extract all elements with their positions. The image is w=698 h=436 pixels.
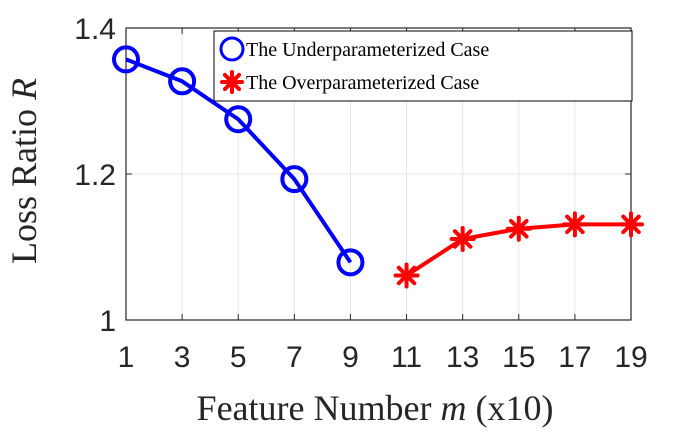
series-overparameterized xyxy=(393,211,644,289)
y-tick-label: 1.4 xyxy=(74,13,116,46)
x-tick-label: 5 xyxy=(230,341,247,374)
x-tick-label: 9 xyxy=(342,341,359,374)
x-axis-label: Feature Number m (x10) xyxy=(197,388,554,428)
series-line xyxy=(125,57,353,264)
legend-circle-marker-icon xyxy=(219,36,245,62)
data-point-asterisk xyxy=(449,225,476,252)
data-point-circle xyxy=(112,45,140,74)
legend-label-underparameterized: The Underparameterized Case xyxy=(246,39,489,61)
asterisk-stroke xyxy=(565,214,585,235)
data-point-circle xyxy=(168,67,197,96)
data-point-circle xyxy=(336,248,365,277)
data-point-circle xyxy=(280,165,309,194)
asterisk-stroke xyxy=(508,218,529,239)
data-point-asterisk xyxy=(561,211,588,238)
x-tick-label: 3 xyxy=(174,341,191,374)
x-tick-label: 1 xyxy=(118,341,135,374)
legend-asterisk-marker-icon xyxy=(220,70,244,94)
y-axis-label: Loss Ratio R xyxy=(4,78,44,264)
asterisk-stroke xyxy=(452,229,473,249)
data-point-asterisk xyxy=(393,262,420,289)
data-point-asterisk xyxy=(505,215,532,242)
x-tick-label: 11 xyxy=(391,341,422,374)
series-underparameterized xyxy=(112,45,365,277)
legend-item-underparameterized: The Underparameterized Case xyxy=(219,36,489,62)
y-tick-label: 1 xyxy=(99,305,116,338)
y-tick-label: 1.2 xyxy=(74,159,116,192)
x-tick-label: 13 xyxy=(446,341,479,374)
x-tick-label: 15 xyxy=(502,341,535,374)
legend-item-overparameterized: The Overparameterized Case xyxy=(220,70,479,94)
legend-label-overparameterized: The Overparameterized Case xyxy=(246,72,479,94)
data-point-circle xyxy=(224,105,253,134)
legend-asterisk-glyph xyxy=(220,70,244,94)
x-tick-label: 7 xyxy=(286,341,303,374)
x-tick-label: 17 xyxy=(558,341,591,374)
asterisk-stroke xyxy=(222,72,242,92)
data-point-asterisk xyxy=(618,211,644,238)
legend: The Underparameterized Case The Overpara… xyxy=(213,30,633,102)
series-layer xyxy=(112,45,644,289)
asterisk-stroke xyxy=(621,214,641,235)
asterisk-stroke xyxy=(396,265,417,286)
legend-box xyxy=(213,30,633,102)
x-tick-label: 19 xyxy=(614,341,647,374)
